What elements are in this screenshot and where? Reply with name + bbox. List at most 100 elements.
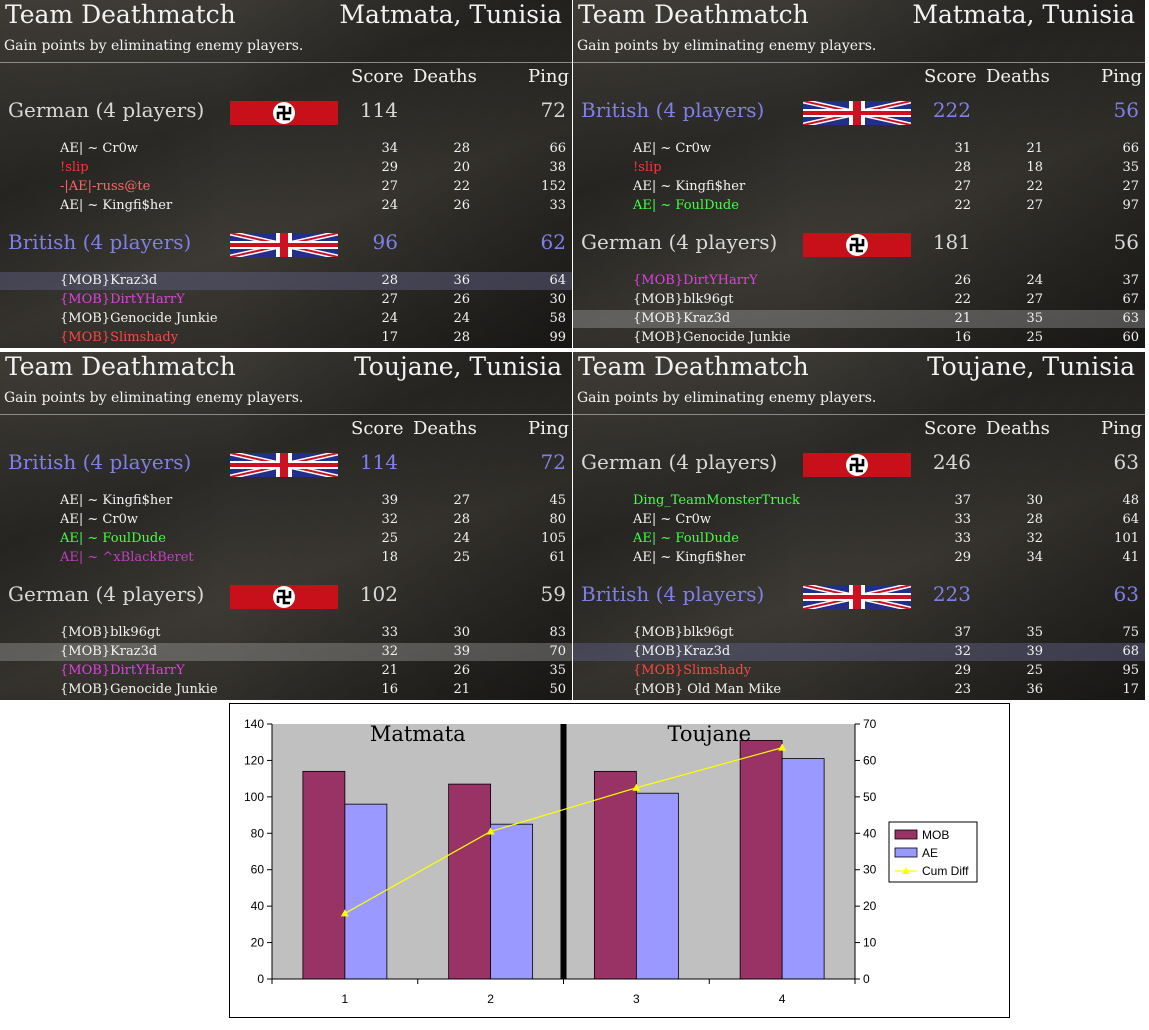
background-shade	[573, 352, 1145, 700]
team-score: 222	[932, 98, 971, 122]
player-deaths: 35	[1026, 311, 1043, 326]
y-tick-label-right: 50	[863, 790, 877, 804]
player-deaths: 39	[1026, 644, 1043, 659]
player-row: {MOB}Genocide Junkie 24 24 58	[0, 310, 572, 328]
y-tick-label-left: 80	[251, 826, 265, 840]
scoreboard-panel-4: Team Deathmatch Toujane, Tunisia Gain poin…	[573, 352, 1145, 700]
player-ping: 63	[1122, 311, 1139, 326]
german-flag-icon	[803, 233, 911, 257]
y-tick-label-right: 10	[863, 936, 877, 950]
header-divider	[573, 414, 1145, 415]
y-tick-label-right: 0	[863, 972, 870, 986]
y-tick-label-left: 60	[251, 863, 265, 877]
player-row: {MOB}Genocide Junkie 16 25 60	[573, 329, 1145, 347]
british-flag-icon	[229, 230, 339, 260]
german-flag-icon	[803, 453, 911, 477]
point-cum-diff-3	[632, 783, 641, 791]
player-name: !slip	[633, 160, 662, 175]
legend-label: MOB	[922, 828, 949, 842]
y-tick-label-right: 30	[863, 863, 877, 877]
player-deaths: 32	[1026, 531, 1043, 546]
player-row: {MOB}Slimshady 17 28 99	[0, 329, 572, 347]
player-name: AE| ~ FoulDude	[60, 531, 166, 546]
team-ping: 63	[1113, 450, 1139, 474]
legend-label: AE	[922, 846, 938, 860]
bar-mob-4	[739, 739, 783, 980]
player-score: 29	[954, 663, 971, 678]
team-ping: 72	[540, 98, 566, 122]
team-score: 102	[359, 582, 398, 606]
bar-mob-1	[302, 770, 346, 980]
player-row: {MOB}blk96gt 37 35 75	[573, 624, 1145, 642]
team-name: British (4 players)	[8, 450, 192, 474]
map-name: Toujane, Tunisia	[354, 352, 562, 381]
player-deaths: 22	[1026, 179, 1043, 194]
game-mode-title: Team Deathmatch	[5, 352, 236, 381]
team-score: 181	[932, 230, 971, 254]
bar-mob-3	[593, 770, 637, 980]
player-ping: 80	[549, 512, 566, 527]
map-divider	[560, 724, 567, 979]
player-score: 37	[954, 625, 971, 640]
y-tick-label-left: 20	[251, 936, 265, 950]
background-shade	[0, 0, 572, 348]
player-row: {MOB}blk96gt 22 27 67	[573, 291, 1145, 309]
header-divider	[0, 62, 572, 63]
team-score: 246	[932, 450, 971, 474]
player-ping: 38	[549, 160, 566, 175]
player-ping: 64	[1122, 512, 1139, 527]
player-row: AE| ~ Kingfi$her 27 22 27	[573, 178, 1145, 196]
player-deaths: 24	[1026, 273, 1043, 288]
player-row: {MOB}Genocide Junkie 16 21 50	[0, 681, 572, 699]
british-flag-icon	[229, 450, 339, 480]
player-name: {MOB}DirtYHarrY	[60, 292, 185, 307]
player-deaths: 39	[453, 644, 470, 659]
player-deaths: 22	[453, 179, 470, 194]
ping-column-header: Ping	[1101, 418, 1142, 439]
player-row: AE| ~ Kingfi$her 39 27 45	[0, 492, 572, 510]
player-name: {MOB}Slimshady	[60, 330, 179, 345]
team-name: German (4 players)	[8, 98, 205, 122]
player-name: AE| ~ FoulDude	[633, 531, 739, 546]
map-name: Matmata, Tunisia	[912, 0, 1135, 29]
player-row: {MOB}DirtYHarrY 26 24 37	[573, 272, 1145, 290]
player-ping: 35	[1122, 160, 1139, 175]
scoreboard-panel-3: Team Deathmatch Toujane, Tunisia Gain poin…	[0, 352, 572, 700]
team-ping: 62	[540, 230, 566, 254]
player-deaths: 27	[1026, 198, 1043, 213]
x-tick-label: 3	[633, 992, 640, 1006]
player-deaths: 21	[453, 682, 470, 697]
player-score: 16	[954, 330, 971, 345]
mode-description: Gain points by eliminating enemy players…	[4, 38, 304, 54]
player-ping: 152	[541, 179, 566, 194]
player-score: 27	[381, 179, 398, 194]
y-tick-label-right: 20	[863, 899, 877, 913]
map-name: Toujane, Tunisia	[927, 352, 1135, 381]
player-score: 37	[954, 493, 971, 508]
player-ping: 66	[1122, 141, 1139, 156]
player-row: AE| ~ ^xBlackBeret 18 25 61	[0, 549, 572, 567]
british-flag-icon	[802, 582, 912, 612]
player-ping: 68	[1122, 644, 1139, 659]
player-name: {MOB}DirtYHarrY	[60, 663, 185, 678]
mode-description: Gain points by eliminating enemy players…	[577, 38, 877, 54]
player-name: AE| ~ Kingfi$her	[60, 493, 173, 508]
scoreboard-panel-2: Team Deathmatch Matmata, Tunisia Gain poin…	[573, 0, 1145, 348]
point-cum-diff-4	[778, 743, 787, 751]
team-ping: 63	[1113, 582, 1139, 606]
player-ping: 75	[1122, 625, 1139, 640]
player-name: AE| ~ Kingfi$her	[60, 198, 173, 213]
player-ping: 64	[549, 273, 566, 288]
player-name: {MOB}blk96gt	[633, 625, 734, 640]
player-score: 22	[954, 292, 971, 307]
player-row: {MOB}Kraz3d 32 39 68	[573, 643, 1145, 661]
line-cum-diff	[344, 747, 783, 914]
player-name: AE| ~ Kingfi$her	[633, 550, 746, 565]
player-row: {MOB}Slimshady 29 25 95	[573, 662, 1145, 680]
player-score: 34	[381, 141, 398, 156]
player-score: 27	[954, 179, 971, 194]
player-name: AE| ~ Kingfi$her	[633, 179, 746, 194]
player-score: 26	[954, 273, 971, 288]
german-flag-icon	[230, 585, 338, 609]
player-ping: 61	[549, 550, 566, 565]
